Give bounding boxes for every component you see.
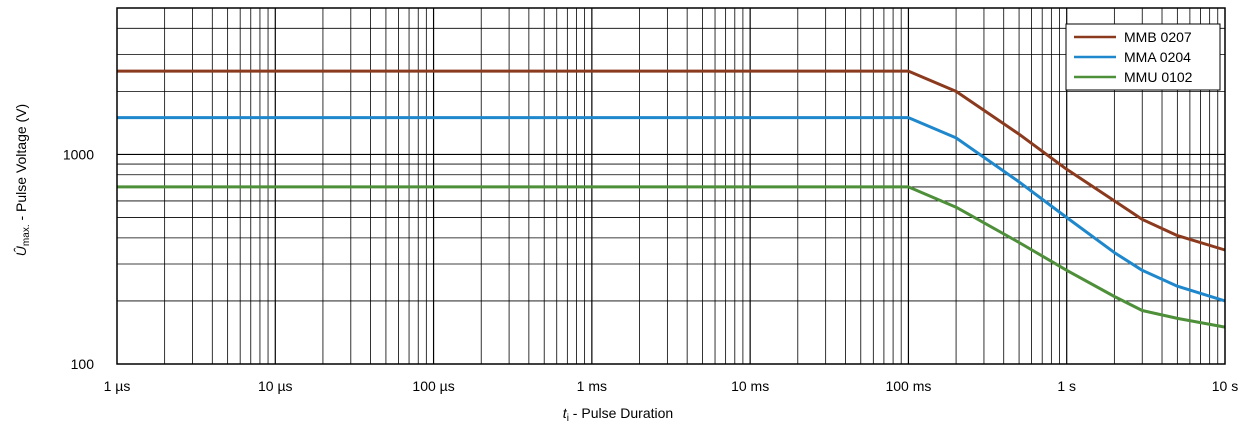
series-line-1 <box>117 116 1226 303</box>
y-tick-label: 1000 <box>63 146 94 162</box>
x-tick-label: 1 µs <box>104 378 131 394</box>
x-tick-label: 10 µs <box>258 378 293 394</box>
x-axis-label-rest: - Pulse Duration <box>569 405 673 421</box>
y-axis-label-main: Û <box>13 245 29 256</box>
x-tick-label: 10 s <box>1212 378 1238 394</box>
y-tick-label: 100 <box>71 356 95 372</box>
x-tick-labels: 1 µs 10 µs 100 µs 1 ms 10 ms 100 ms 1 s 10 s <box>104 378 1239 394</box>
legend-label-0: MMB 0207 <box>1124 29 1192 45</box>
series-line-0 <box>117 69 1226 252</box>
plot-frame <box>116 7 1226 365</box>
legend: MMB 0207 MMA 0204 MMU 0102 <box>1065 23 1221 91</box>
y-axis-label-rest: - Pulse Voltage (V) <box>13 104 29 225</box>
x-tick-label: 1 s <box>1057 378 1076 394</box>
x-tick-label: 100 ms <box>885 378 931 394</box>
y-axis-label: Ûmax. - Pulse Voltage (V) <box>13 104 32 256</box>
y-axis-label-sub: max. <box>21 224 32 246</box>
x-tick-label: 10 ms <box>731 378 769 394</box>
x-tick-label: 100 µs <box>412 378 454 394</box>
y-tick-labels: 100 1000 <box>63 146 94 372</box>
legend-label-1: MMA 0204 <box>1124 49 1191 65</box>
x-axis-label-main: t <box>563 405 568 421</box>
series-layer <box>117 69 1226 329</box>
x-axis-label: ti - Pulse Duration <box>563 405 673 424</box>
x-tick-label: 1 ms <box>577 378 607 394</box>
x-axis-label-sub: i <box>567 413 569 424</box>
series-line-2 <box>117 185 1226 329</box>
legend-label-2: MMU 0102 <box>1124 69 1193 85</box>
